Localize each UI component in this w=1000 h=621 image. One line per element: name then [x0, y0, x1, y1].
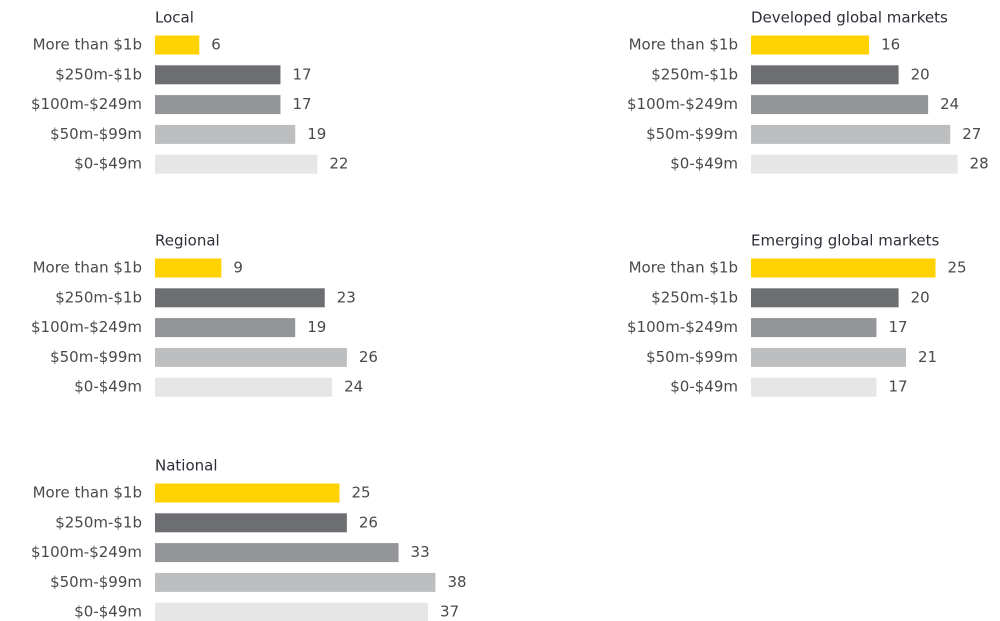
category-label: More than $1b [629, 259, 738, 277]
category-label: $100m-$249m [31, 318, 142, 336]
value-label: 22 [329, 155, 348, 173]
bar [155, 65, 281, 85]
value-label: 27 [962, 125, 981, 143]
chart-title: Local [155, 9, 194, 27]
bar [155, 572, 436, 592]
chart-title: Regional [155, 232, 220, 250]
value-label: 33 [411, 543, 430, 561]
bar [155, 95, 281, 115]
value-label: 17 [292, 95, 311, 113]
category-label: $50m-$99m [50, 125, 142, 143]
bar [155, 154, 318, 174]
category-label: $50m-$99m [50, 573, 142, 591]
value-label: 21 [918, 348, 937, 366]
category-label: $50m-$99m [50, 348, 142, 366]
value-label: 24 [940, 95, 959, 113]
category-label: More than $1b [33, 36, 142, 54]
chart-title: Developed global markets [751, 9, 948, 27]
value-label: 6 [211, 36, 221, 54]
value-label: 19 [307, 125, 326, 143]
bar [751, 347, 906, 367]
value-label: 25 [948, 259, 967, 277]
value-label: 17 [888, 318, 907, 336]
bar [751, 288, 899, 308]
category-label: $0-$49m [670, 155, 738, 173]
chart-title: Emerging global markets [751, 232, 939, 250]
bar [155, 288, 325, 308]
value-label: 38 [447, 573, 466, 591]
bar [155, 602, 429, 621]
category-label: More than $1b [629, 36, 738, 54]
category-label: $100m-$249m [31, 543, 142, 561]
category-label: $50m-$99m [646, 348, 738, 366]
category-label: $250m-$1b [55, 288, 142, 306]
category-label: $0-$49m [670, 378, 738, 396]
category-label: More than $1b [33, 484, 142, 502]
bar [155, 318, 296, 338]
category-label: $50m-$99m [646, 125, 738, 143]
value-label: 26 [359, 348, 378, 366]
bar [751, 318, 877, 338]
category-label: $250m-$1b [651, 65, 738, 83]
bar [751, 35, 870, 55]
category-label: $100m-$249m [627, 95, 738, 113]
bar [155, 543, 399, 563]
chart-title: National [155, 457, 218, 475]
bar [751, 124, 951, 144]
bar [751, 154, 958, 174]
bar [155, 124, 296, 144]
value-label: 16 [881, 36, 900, 54]
category-label: $0-$49m [74, 378, 142, 396]
bar [751, 258, 936, 278]
bar [751, 95, 929, 115]
bar [155, 513, 347, 533]
value-label: 23 [337, 288, 356, 306]
bar [155, 347, 347, 367]
category-label: $250m-$1b [55, 513, 142, 531]
value-label: 19 [307, 318, 326, 336]
value-label: 26 [359, 513, 378, 531]
value-label: 28 [970, 155, 989, 173]
category-label: $250m-$1b [651, 288, 738, 306]
category-label: More than $1b [33, 259, 142, 277]
bar [155, 483, 340, 503]
bar [155, 258, 222, 278]
category-label: $250m-$1b [55, 65, 142, 83]
bar [751, 377, 877, 397]
category-label: $100m-$249m [627, 318, 738, 336]
value-label: 17 [888, 378, 907, 396]
value-label: 37 [440, 603, 459, 621]
value-label: 24 [344, 378, 363, 396]
value-label: 9 [233, 259, 243, 277]
category-label: $0-$49m [74, 603, 142, 621]
value-label: 17 [292, 65, 311, 83]
value-label: 20 [911, 65, 930, 83]
bar [751, 65, 899, 85]
category-label: $0-$49m [74, 155, 142, 173]
value-label: 20 [911, 288, 930, 306]
bar [155, 377, 333, 397]
value-label: 25 [352, 484, 371, 502]
category-label: $100m-$249m [31, 95, 142, 113]
bar [155, 35, 200, 55]
